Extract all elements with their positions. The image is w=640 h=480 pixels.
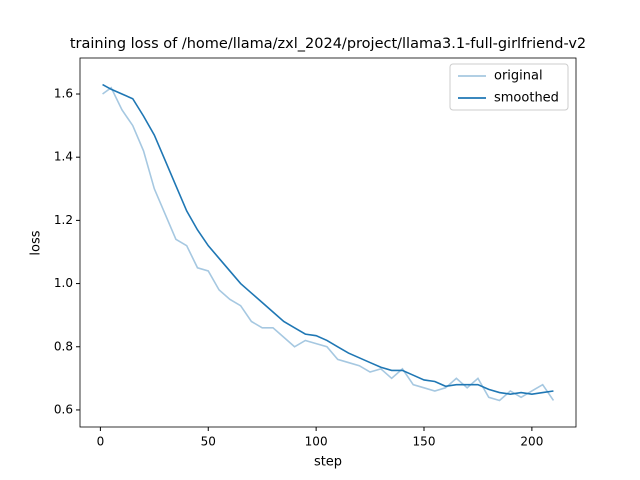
x-tick-label: 100 xyxy=(305,435,328,449)
y-tick-label: 1.2 xyxy=(54,213,73,227)
legend-label: original xyxy=(494,69,543,84)
x-tick-label: 200 xyxy=(520,435,543,449)
y-tick-label: 1.0 xyxy=(54,276,73,290)
y-tick-label: 1.6 xyxy=(54,87,73,101)
y-tick-label: 0.6 xyxy=(54,402,73,416)
plot-frame xyxy=(79,57,577,428)
line-smoothed xyxy=(102,83,554,395)
y-tick-label: 0.8 xyxy=(54,339,73,353)
line-original xyxy=(102,86,555,402)
legend-label: smoothed xyxy=(494,91,559,106)
y-tick-label: 1.4 xyxy=(54,150,73,164)
x-tick-label: 0 xyxy=(97,435,105,449)
chart-title: training loss of /home/llama/zxl_2024/pr… xyxy=(70,36,586,52)
x-axis-label: step xyxy=(314,455,342,470)
x-tick-label: 150 xyxy=(413,435,436,449)
x-tick-label: 50 xyxy=(201,435,216,449)
y-axis-label: loss xyxy=(29,230,44,255)
